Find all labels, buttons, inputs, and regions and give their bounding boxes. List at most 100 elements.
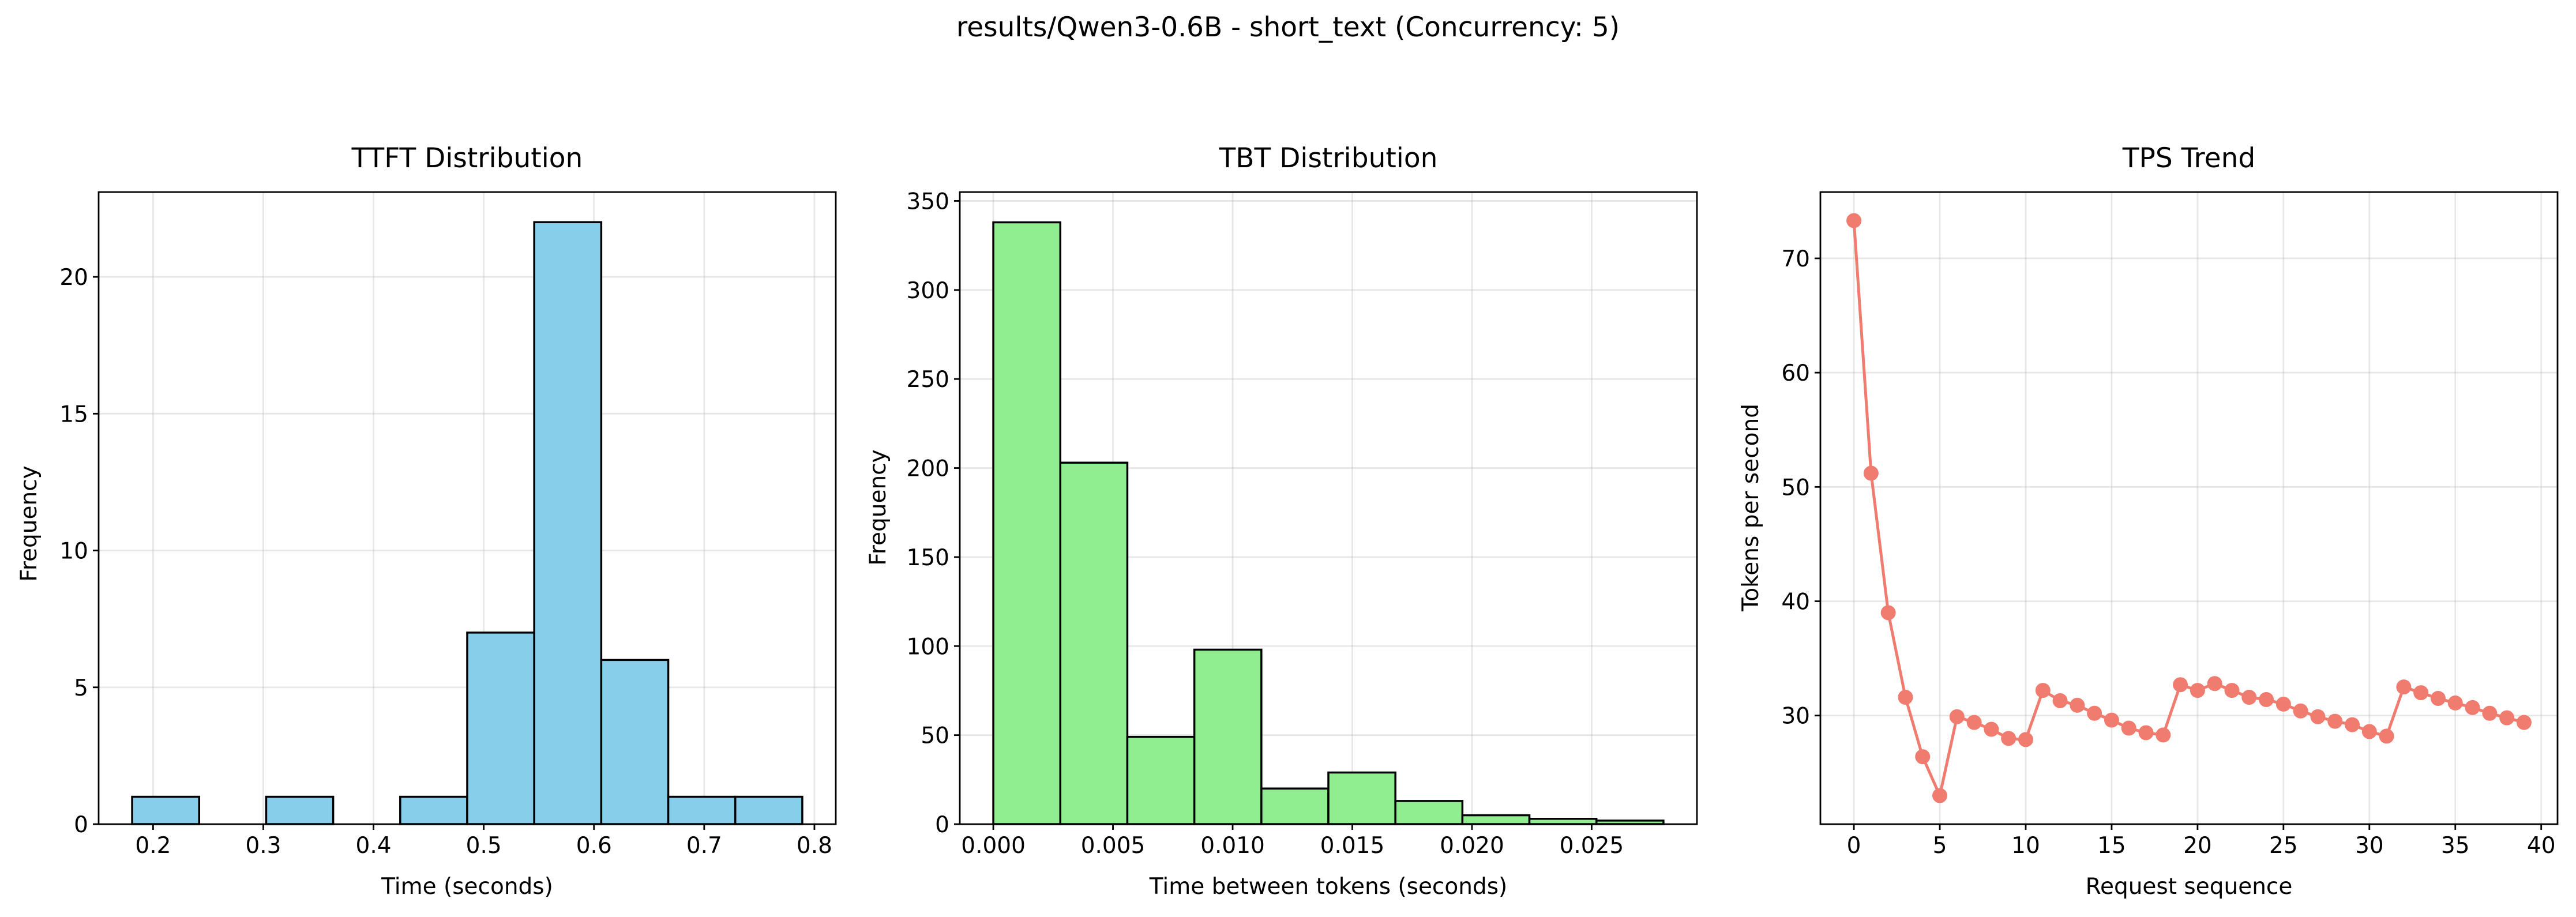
axis-ticks: 0.000 0.005 0.010 0.015 0.020 0.025 0 50 100 150 2… xyxy=(907,189,1624,859)
x-tick-label: 0.3 xyxy=(245,833,281,859)
x-tick-label: 0.010 xyxy=(1200,833,1265,859)
histogram-bar xyxy=(1193,648,1263,825)
histogram-bars xyxy=(992,221,1665,825)
x-tick-label: 0.020 xyxy=(1440,833,1504,859)
data-point xyxy=(1898,690,1913,705)
y-tick-label: 350 xyxy=(907,189,949,215)
histogram-bar xyxy=(265,795,335,825)
y-tick-label: 300 xyxy=(907,278,949,304)
x-axis-label: Time (seconds) xyxy=(381,874,553,900)
x-tick-label: 5 xyxy=(1933,833,1947,859)
plot-frame xyxy=(959,191,1698,825)
y-tick-label: 0 xyxy=(74,812,88,838)
data-point xyxy=(1949,709,1965,724)
y-tick-label: 60 xyxy=(1781,360,1810,386)
chart-tbt: TBT Distribution Time between tokens (se… xyxy=(865,142,1698,900)
y-tick-label: 250 xyxy=(907,367,949,393)
x-tick-label: 0.7 xyxy=(686,833,722,859)
x-tick-label: 25 xyxy=(2269,833,2298,859)
y-axis-label: Frequency xyxy=(16,465,42,581)
data-point xyxy=(2327,713,2343,729)
y-axis-label: Frequency xyxy=(865,449,891,565)
histogram-bars xyxy=(131,221,803,825)
x-tick-label: 0.025 xyxy=(1560,833,1624,859)
data-point xyxy=(2224,683,2240,698)
data-point xyxy=(2259,691,2274,707)
x-tick-label: 0.2 xyxy=(135,833,171,859)
y-tick-label: 15 xyxy=(59,401,88,427)
chart-title: TTFT Distribution xyxy=(351,142,583,174)
histogram-bar xyxy=(600,659,670,825)
y-tick-label: 150 xyxy=(907,545,949,571)
histogram-bar xyxy=(667,795,737,825)
data-point xyxy=(2310,709,2326,724)
data-point xyxy=(1846,213,1862,228)
histogram-bar xyxy=(992,221,1062,825)
y-tick-label: 0 xyxy=(935,812,949,838)
data-point xyxy=(2001,731,2017,746)
x-tick-label: 30 xyxy=(2355,833,2384,859)
data-point xyxy=(1863,465,1879,481)
histogram-bar xyxy=(131,795,201,825)
histogram-bar xyxy=(1126,735,1196,825)
data-point xyxy=(2070,697,2085,713)
histogram-bar xyxy=(533,221,603,825)
x-tick-label: 40 xyxy=(2527,833,2556,859)
x-tick-label: 0.5 xyxy=(466,833,502,859)
x-tick-label: 0.000 xyxy=(961,833,1026,859)
y-tick-label: 200 xyxy=(907,456,949,482)
y-axis-label: Tokens per second xyxy=(1738,404,1764,612)
chart-tps: TPS Trend Request sequence Tokens per se… xyxy=(1738,142,2559,900)
y-tick-label: 50 xyxy=(1781,475,1810,501)
x-tick-label: 0.005 xyxy=(1081,833,1146,859)
chart-title: TPS Trend xyxy=(2122,142,2255,174)
y-tick-label: 5 xyxy=(74,675,88,701)
axis-ticks: 0.2 0.3 0.4 0.5 0.6 0.7 0.8 0 5 10 15 20 xyxy=(59,265,832,859)
data-point xyxy=(2121,720,2136,736)
y-tick-label: 40 xyxy=(1781,589,1810,615)
histogram-bar xyxy=(1260,787,1330,825)
data-point xyxy=(2361,724,2377,739)
data-point xyxy=(2413,685,2429,701)
data-point xyxy=(2379,728,2394,744)
histogram-bar xyxy=(1461,814,1531,825)
data-point xyxy=(2516,715,2532,730)
data-point xyxy=(2482,705,2498,721)
x-tick-label: 0 xyxy=(1847,833,1861,859)
data-point xyxy=(2035,683,2051,698)
data-point xyxy=(2499,710,2515,726)
line-series xyxy=(1846,213,2532,803)
data-point xyxy=(2396,679,2412,695)
x-tick-label: 0.015 xyxy=(1320,833,1385,859)
plot-frame xyxy=(1819,191,2559,825)
data-point xyxy=(2241,690,2257,705)
x-tick-label: 0.4 xyxy=(356,833,392,859)
data-point xyxy=(1932,788,1948,803)
y-tick-label: 100 xyxy=(907,634,949,660)
data-point xyxy=(2345,717,2360,732)
data-point xyxy=(2465,700,2480,715)
y-tick-label: 70 xyxy=(1781,246,1810,272)
data-point xyxy=(2207,676,2222,691)
chart-title: TBT Distribution xyxy=(1219,142,1438,174)
data-point xyxy=(1915,749,1931,765)
chart-ttft: TTFT Distribution Time (seconds) Frequen… xyxy=(16,142,837,900)
data-point xyxy=(2173,677,2188,693)
plot-frame xyxy=(97,191,837,825)
data-point xyxy=(2156,727,2171,743)
y-tick-label: 10 xyxy=(59,539,88,565)
x-tick-label: 35 xyxy=(2441,833,2470,859)
x-tick-label: 20 xyxy=(2183,833,2212,859)
data-point xyxy=(1966,715,1982,730)
histogram-bar xyxy=(466,632,535,825)
data-point xyxy=(2138,725,2154,741)
data-point xyxy=(1984,721,1999,737)
grid xyxy=(1820,192,2558,824)
histogram-bar xyxy=(1327,771,1396,825)
data-point xyxy=(2104,712,2119,728)
histogram-bar xyxy=(399,795,468,825)
x-tick-label: 0.6 xyxy=(576,833,612,859)
data-point xyxy=(2087,705,2102,721)
data-point xyxy=(2293,703,2308,719)
x-axis-label: Time between tokens (seconds) xyxy=(1149,874,1508,900)
